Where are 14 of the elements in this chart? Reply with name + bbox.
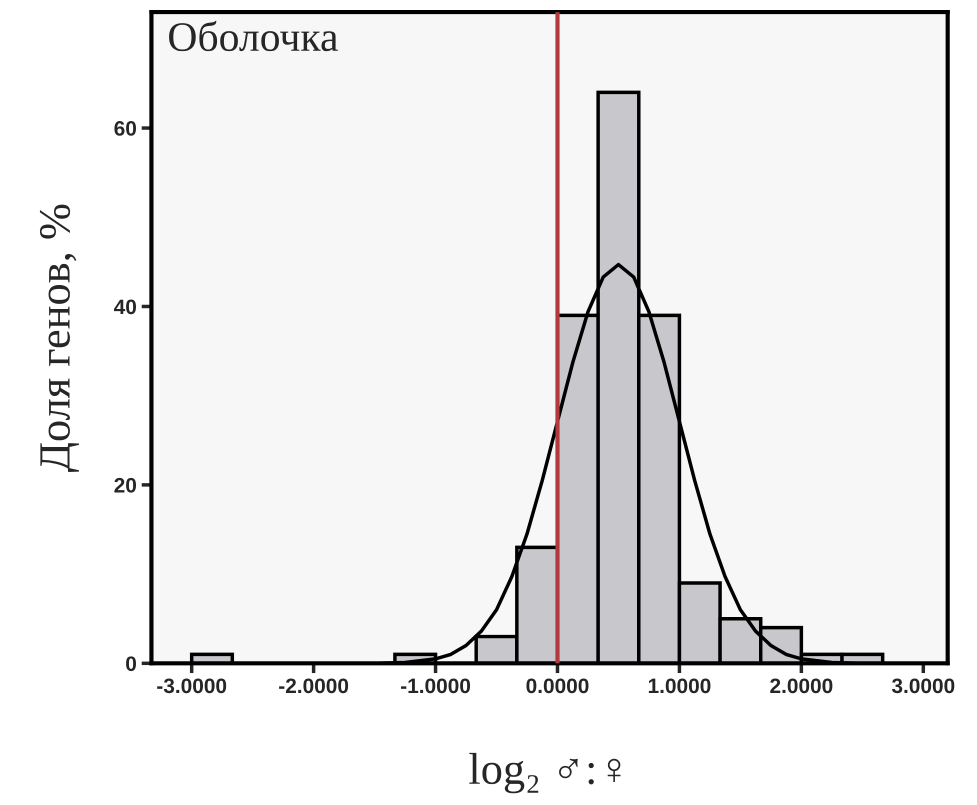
x-tick-label: -2.0000: [279, 678, 348, 694]
y-axis-title: Доля генов, %: [40, 204, 79, 472]
x-axis-title: log₂ ♂:♀: [469, 752, 620, 794]
y-tick-label: 0: [126, 656, 136, 672]
y-tick-label: 20: [114, 478, 136, 493]
y-tick-label: 40: [114, 299, 136, 314]
x-tick-label: -1.0000: [401, 678, 470, 694]
x-tick-label: -3.0000: [157, 678, 226, 694]
x-tick-label: 2.0000: [770, 678, 832, 694]
annotation: Оболочка: [169, 20, 338, 52]
y-tick-label: 60: [114, 121, 136, 136]
x-tick-label: 0.0000: [526, 678, 588, 694]
x-tick-label: 1.0000: [648, 678, 710, 694]
x-tick-label: 3.0000: [892, 678, 954, 694]
